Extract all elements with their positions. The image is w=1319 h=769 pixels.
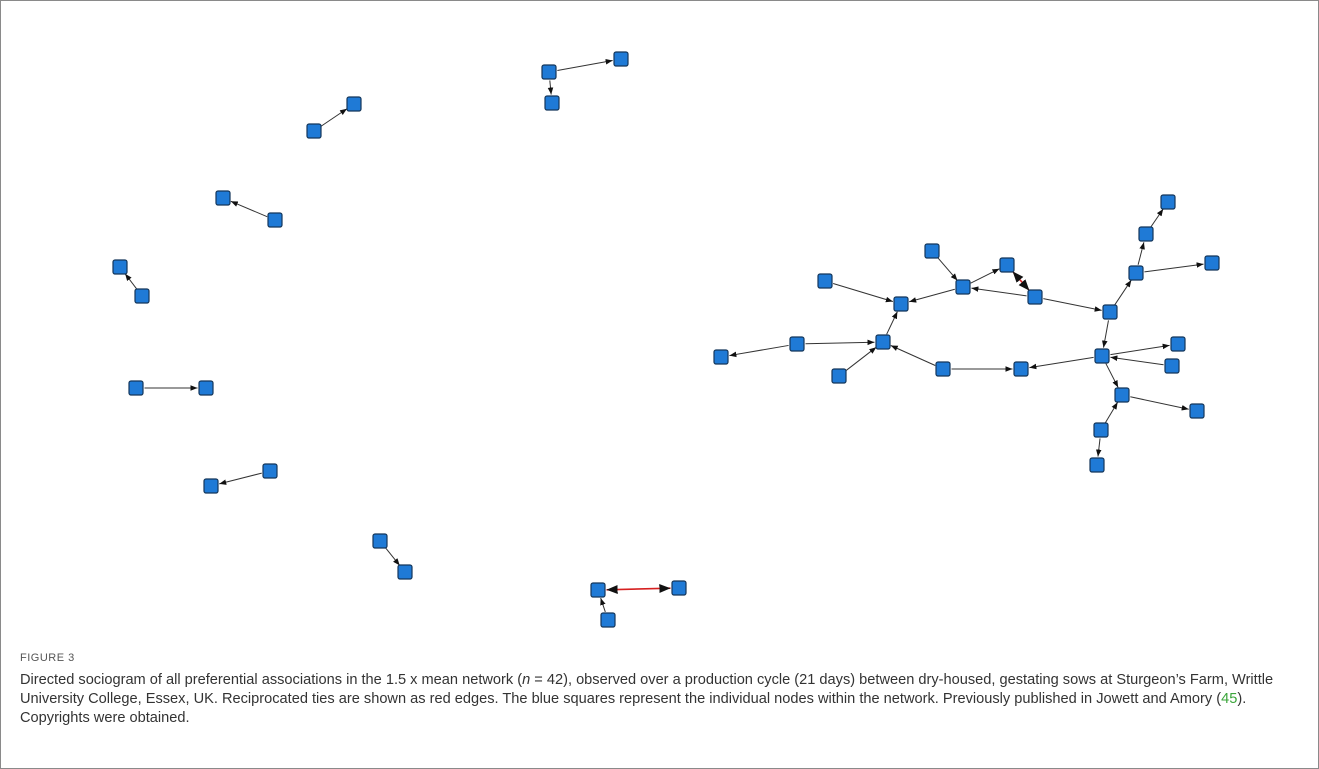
- network-node: [1094, 348, 1110, 364]
- network-node: [306, 123, 322, 139]
- network-node: [128, 380, 144, 396]
- caption-part-3: ). Copyrights were obtained.: [20, 691, 1247, 726]
- directed-edge: [600, 597, 606, 613]
- network-node: [134, 288, 150, 304]
- directed-edge: [1029, 356, 1094, 370]
- directed-edge: [1043, 298, 1102, 312]
- nodes-layer: [112, 51, 1220, 628]
- network-node: [1027, 289, 1043, 305]
- network-node: [789, 336, 805, 352]
- network-node: [1138, 226, 1154, 242]
- network-node: [1114, 387, 1130, 403]
- network-node: [346, 96, 362, 112]
- directed-edge: [124, 273, 138, 290]
- directed-edge: [1104, 402, 1119, 423]
- network-node: [544, 95, 560, 111]
- network-node: [924, 243, 940, 259]
- directed-edge: [1102, 320, 1109, 348]
- network-node: [590, 582, 606, 598]
- network-node: [1164, 358, 1180, 374]
- reciprocated-edge: [1011, 270, 1031, 292]
- network-node: [397, 564, 413, 580]
- directed-edge: [219, 472, 262, 485]
- directed-edge: [971, 286, 1027, 297]
- network-node: [1160, 194, 1176, 210]
- network-node: [267, 212, 283, 228]
- network-node: [1089, 457, 1105, 473]
- caption-part-1: Directed sociogram of all preferential a…: [20, 672, 523, 688]
- directed-edge: [384, 547, 401, 566]
- network-node: [262, 463, 278, 479]
- reference-link-45[interactable]: 45: [1221, 691, 1238, 707]
- directed-edge: [557, 58, 613, 71]
- caption-n-symbol: n: [522, 672, 531, 688]
- directed-edge: [886, 311, 898, 335]
- reciprocated-edge: [606, 584, 671, 594]
- directed-edge: [890, 345, 936, 366]
- network-node: [600, 612, 616, 628]
- directed-edge: [320, 108, 348, 127]
- directed-edge: [1095, 438, 1102, 457]
- directed-edge: [1144, 262, 1204, 273]
- directed-edge: [805, 339, 875, 346]
- edges-layer: [124, 58, 1204, 613]
- caption-part-2: = 42), observed over a production cycle …: [20, 672, 1274, 707]
- directed-edge: [230, 200, 268, 218]
- directed-edge: [1110, 343, 1170, 356]
- network-node: [1128, 265, 1144, 281]
- network-node: [831, 368, 847, 384]
- network-node: [1170, 336, 1186, 352]
- network-node: [541, 64, 557, 80]
- directed-edge: [909, 288, 955, 303]
- network-node: [1189, 403, 1205, 419]
- directed-edge: [1130, 396, 1189, 411]
- network-node: [1204, 255, 1220, 271]
- directed-edge: [832, 282, 894, 303]
- network-node: [893, 296, 909, 312]
- network-node: [935, 361, 951, 377]
- directed-edge: [1105, 363, 1119, 388]
- directed-edge: [1137, 242, 1145, 265]
- network-node: [1013, 361, 1029, 377]
- network-node: [198, 380, 214, 396]
- directed-edge: [845, 346, 877, 372]
- network-node: [875, 334, 891, 350]
- network-node: [215, 190, 231, 206]
- network-node: [999, 257, 1015, 273]
- network-node: [203, 478, 219, 494]
- network-node: [372, 533, 388, 549]
- network-node: [671, 580, 687, 596]
- directed-edge: [1114, 279, 1132, 306]
- network-node: [613, 51, 629, 67]
- figure-label: FIGURE 3: [20, 652, 75, 664]
- directed-edge: [937, 257, 958, 281]
- directed-edge: [1150, 208, 1164, 228]
- network-node: [817, 273, 833, 289]
- figure-caption: Directed sociogram of all preferential a…: [20, 671, 1305, 728]
- network-node: [1093, 422, 1109, 438]
- sociogram-graph: [112, 51, 1220, 628]
- directed-edge: [547, 80, 554, 95]
- directed-edge: [729, 344, 789, 358]
- network-node: [112, 259, 128, 275]
- directed-edge: [1110, 355, 1164, 366]
- network-node: [713, 349, 729, 365]
- network-node: [955, 279, 971, 295]
- directed-edge: [970, 268, 1000, 284]
- network-node: [1102, 304, 1118, 320]
